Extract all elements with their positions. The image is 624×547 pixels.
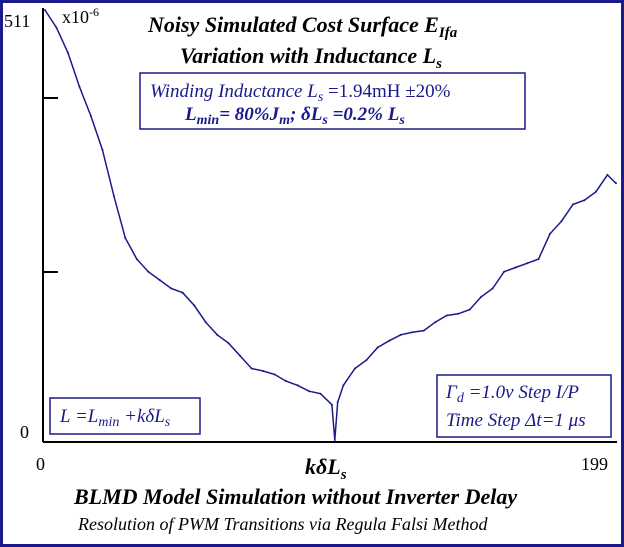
data-point: [44, 9, 46, 11]
data-point: [239, 354, 242, 357]
data-point: [158, 279, 161, 282]
data-point: [468, 308, 471, 311]
step-line2: Time Step Δt=1 μs: [446, 410, 586, 431]
data-point: [262, 370, 265, 372]
data-point: [480, 295, 483, 298]
data-point: [250, 367, 253, 370]
y-tick-label-min: 0: [20, 422, 29, 442]
data-point: [112, 195, 115, 197]
footer-subtitle: Resolution of PWM Transitions via Regula…: [77, 514, 488, 534]
info-line2: Lmin= 80%Jm; δLs =0.2% Ls: [184, 104, 405, 128]
data-point: [594, 190, 597, 193]
data-point: [434, 321, 437, 324]
footer-title: BLMD Model Simulation without Inverter D…: [73, 484, 517, 509]
x-tick-label-max: 199: [581, 454, 608, 474]
data-point: [388, 339, 391, 342]
data-point: [514, 266, 517, 269]
data-point: [204, 321, 207, 324]
data-point: [193, 304, 196, 307]
data-point: [170, 287, 173, 290]
y-tick-label-max: 511: [4, 11, 30, 31]
data-point: [560, 220, 563, 223]
data-point: [78, 85, 81, 88]
data-point: [285, 380, 287, 383]
data-point: [330, 403, 333, 406]
data-point: [572, 203, 574, 206]
formula-box: [49, 397, 201, 435]
step-line1: Γd =1.0v Step I/P: [445, 382, 579, 406]
data-point: [422, 329, 425, 332]
data-point: [227, 342, 230, 345]
series-points: [44, 9, 617, 441]
data-point: [503, 270, 506, 273]
data-point: [583, 199, 586, 202]
formula-text: L =Lmin +kδLs: [59, 406, 171, 430]
data-point: [273, 373, 276, 376]
data-point: [296, 384, 299, 387]
y-scale-label: x10-6: [62, 5, 99, 27]
data-point: [181, 291, 184, 294]
data-point: [549, 232, 551, 235]
data-point: [457, 312, 460, 315]
data-point: [526, 262, 529, 265]
data-point: [101, 148, 104, 151]
data-point: [342, 384, 345, 387]
info-line1: Winding Inductance Ls =1.94mH ±20%: [150, 81, 451, 105]
data-point: [135, 258, 138, 261]
data-point: [445, 314, 448, 317]
data-point: [89, 115, 92, 117]
data-point: [55, 26, 58, 29]
x-tick-label-min: 0: [36, 454, 45, 474]
data-point: [606, 173, 609, 176]
info-box: [139, 72, 526, 130]
data-point: [376, 346, 379, 349]
data-point: [216, 333, 219, 336]
step-box: [436, 374, 612, 438]
data-point: [336, 401, 339, 404]
chart-title-line1: Noisy Simulated Cost Surface EIfa: [147, 12, 458, 41]
chart-title-line2: Variation with Inductance Ls: [180, 43, 442, 72]
data-point: [411, 331, 414, 334]
data-point: [147, 270, 150, 273]
data-point: [399, 333, 402, 336]
data-point: [365, 359, 368, 362]
data-point: [333, 439, 336, 441]
data-point: [491, 287, 494, 290]
data-point: [537, 258, 540, 261]
x-axis-title: kδLs: [305, 454, 347, 483]
data-point: [353, 367, 356, 370]
data-point: [124, 237, 127, 239]
data-point: [615, 182, 617, 185]
data-point: [67, 51, 69, 54]
data-point: [319, 392, 322, 395]
data-point: [308, 390, 310, 393]
